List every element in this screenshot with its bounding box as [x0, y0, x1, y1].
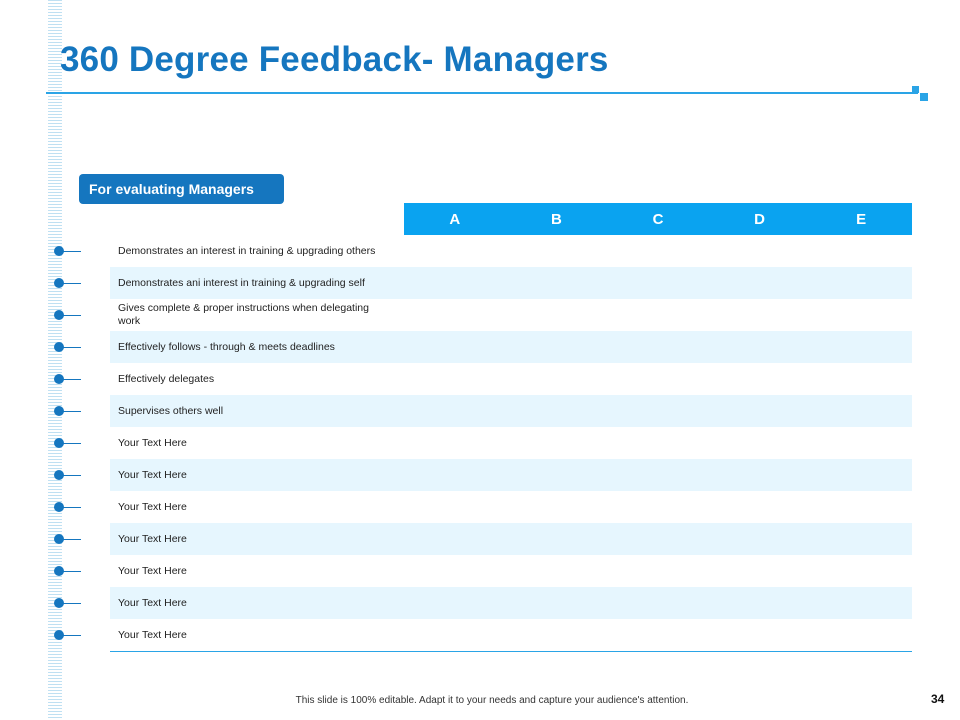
criterion-label: Demonstrates ani interest in training & … — [118, 276, 365, 289]
feedback-table-body: Demonstrates an interest in training & u… — [110, 235, 912, 651]
table-row: Demonstrates an interest in training & u… — [110, 235, 912, 267]
bullet-icon — [52, 491, 92, 523]
criterion-label: Your Text Here — [118, 628, 187, 641]
section-label: For evaluating Managers — [79, 174, 284, 204]
table-row: Your Text Here — [110, 459, 912, 491]
bullet-icon — [52, 331, 92, 363]
table-row: Supervises others well — [110, 395, 912, 427]
column-header-d: D — [754, 210, 765, 228]
column-header-b: B — [550, 210, 562, 228]
table-row: Your Text Here — [110, 619, 912, 651]
row-bullets — [52, 235, 92, 651]
table-row: Your Text Here — [110, 427, 912, 459]
slide-title: 360 Degree Feedback- Managers — [60, 40, 609, 79]
table-row: Your Text Here — [110, 587, 912, 619]
rating-column-header: A B C D E — [404, 203, 912, 235]
table-row: Demonstrates ani interest in training & … — [110, 267, 912, 299]
table-row: Effectively delegates — [110, 363, 912, 395]
bullet-icon — [52, 267, 92, 299]
table-row: Gives complete & proper instructions whe… — [110, 299, 912, 331]
column-header-a: A — [449, 210, 461, 228]
bullet-icon — [52, 363, 92, 395]
column-header-c: C — [652, 210, 664, 228]
bullet-icon — [52, 587, 92, 619]
section-label-text: For evaluating Managers — [89, 181, 254, 197]
bullet-icon — [52, 619, 92, 651]
criterion-label: Your Text Here — [118, 596, 187, 609]
table-row: Effectively follows - through & meets de… — [110, 331, 912, 363]
bullet-icon — [52, 555, 92, 587]
page-number: 34 — [931, 692, 945, 706]
criterion-label: Gives complete & proper instructions whe… — [118, 302, 369, 327]
bullet-icon — [52, 427, 92, 459]
criterion-label: Your Text Here — [118, 468, 187, 481]
table-row: Your Text Here — [110, 523, 912, 555]
bullet-icon — [52, 395, 92, 427]
title-underline — [46, 92, 918, 94]
criterion-label: Supervises others well — [118, 404, 224, 417]
criterion-label: Effectively delegates — [118, 372, 215, 385]
bullet-icon — [52, 459, 92, 491]
criterion-label: Your Text Here — [118, 436, 187, 449]
table-bottom-rule — [110, 651, 912, 652]
criterion-label: Effectively follows - through & meets de… — [118, 340, 335, 353]
table-row: Your Text Here — [110, 491, 912, 523]
corner-square-decoration-2 — [920, 93, 928, 101]
table-row: Your Text Here — [110, 555, 912, 587]
criterion-label: Your Text Here — [118, 500, 187, 513]
criterion-label: Your Text Here — [118, 532, 187, 545]
corner-square-decoration — [912, 86, 919, 93]
bullet-icon — [52, 235, 92, 267]
bullet-icon — [52, 523, 92, 555]
criterion-label: Demonstrates an interest in training & u… — [118, 244, 376, 257]
column-header-e: E — [856, 210, 867, 228]
criterion-label: Your Text Here — [118, 564, 187, 577]
bullet-icon — [52, 299, 92, 331]
footer-note: This slide is 100% editable. Adapt it to… — [295, 695, 689, 706]
